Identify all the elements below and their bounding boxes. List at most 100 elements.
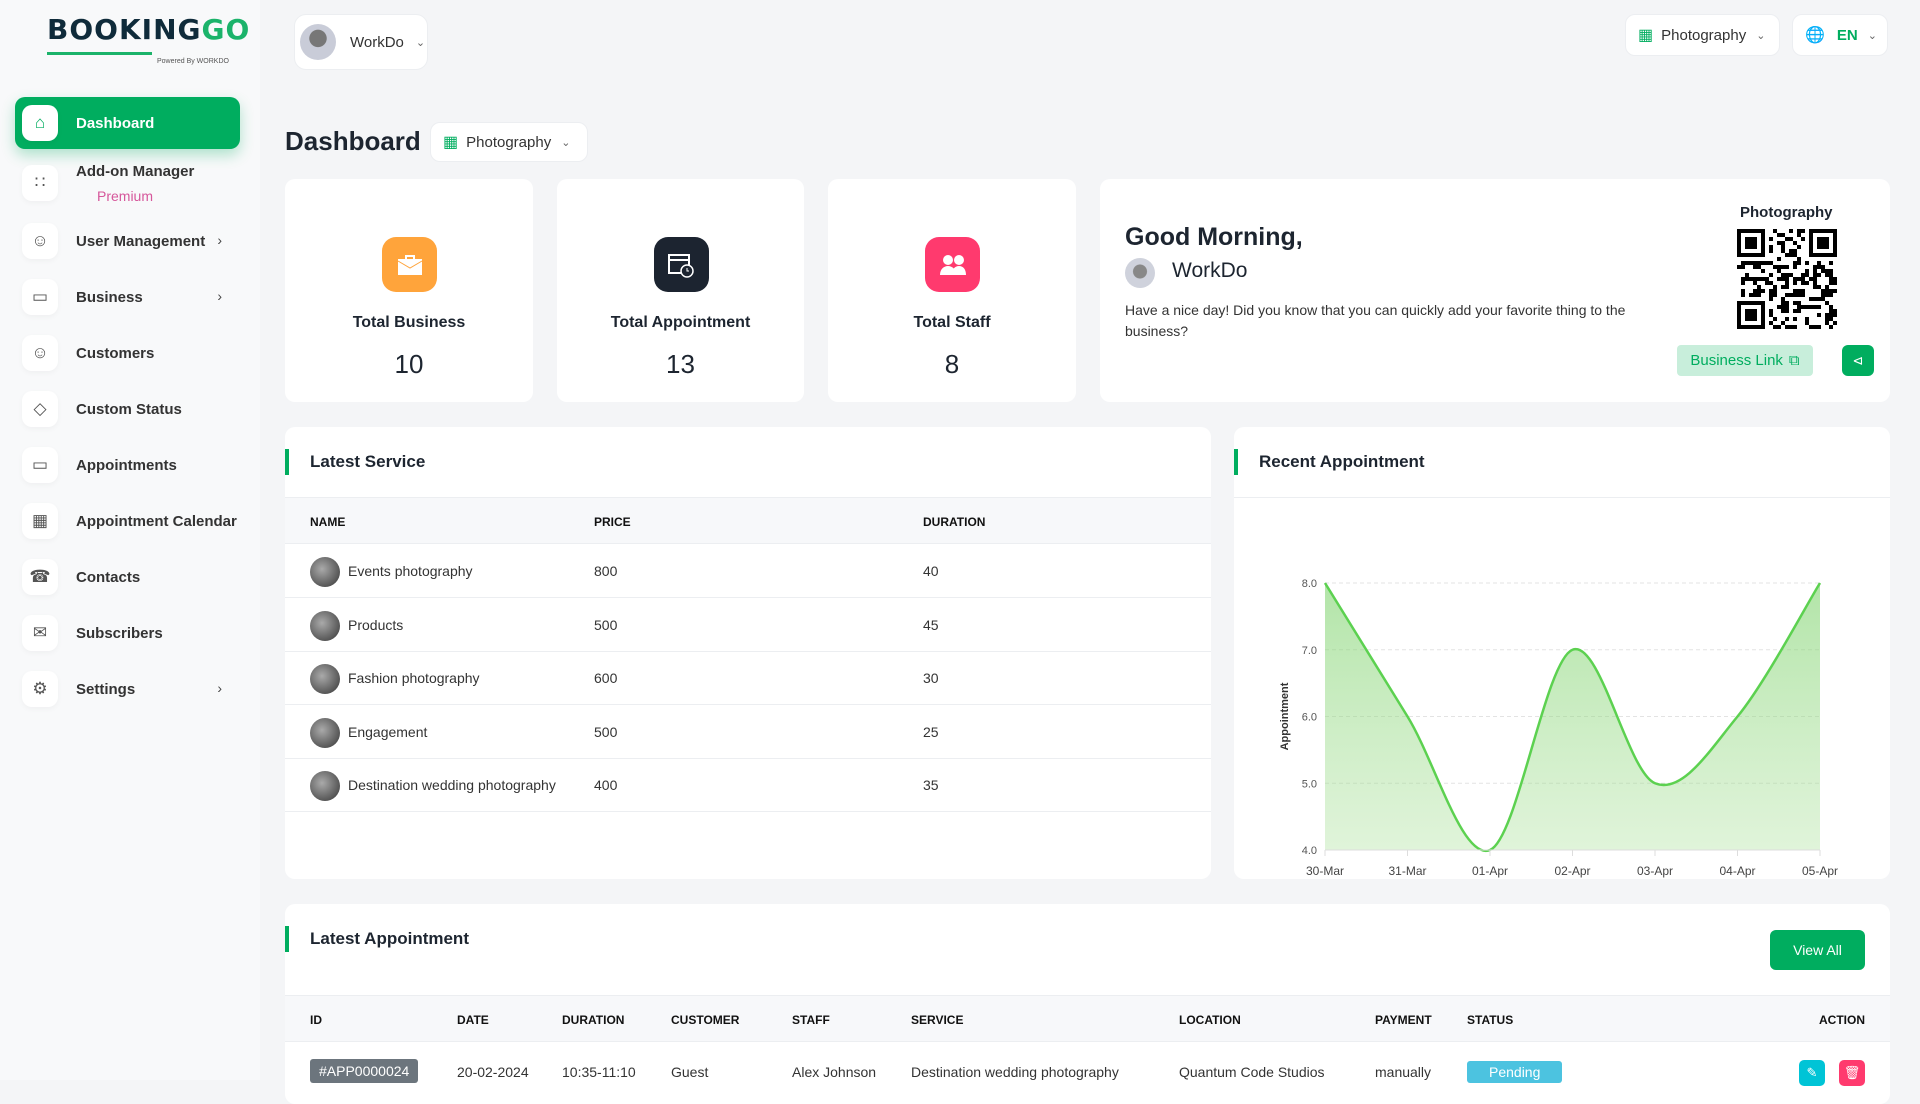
y-tick-label: 6.0 xyxy=(1302,712,1317,724)
column-header: PRICE xyxy=(594,515,631,529)
sidebar-item-settings[interactable]: ⚙ Settings › xyxy=(15,663,240,715)
sidebar-item-subscribers[interactable]: ✉ Subscribers xyxy=(15,607,240,659)
sidebar-item-contacts[interactable]: ☎ Contacts xyxy=(15,551,240,603)
business-dropdown-label: Photography xyxy=(466,134,551,151)
service-price: 500 xyxy=(594,617,617,633)
calendar-clock-icon xyxy=(654,237,709,292)
stat-label: Total Appointment xyxy=(557,314,804,332)
sidebar-item-label: Customers xyxy=(76,345,154,362)
grid-icon: ∷ xyxy=(22,165,58,201)
table-row: Products 500 45 xyxy=(285,599,1211,652)
tag-icon: ◇ xyxy=(22,391,58,427)
y-tick-label: 4.0 xyxy=(1302,845,1317,857)
y-tick-label: 8.0 xyxy=(1302,578,1317,590)
service-image xyxy=(310,611,340,641)
mail-icon: ✉ xyxy=(22,615,58,651)
bookinggo-logo[interactable]: BOOKINGGO Powered By WORKDO xyxy=(47,14,247,70)
language-dropdown[interactable]: 🌐 EN ⌄ xyxy=(1792,14,1888,56)
sidebar-item-label: Add-on Manager xyxy=(76,163,194,181)
chevron-down-icon: ⌄ xyxy=(1756,29,1765,42)
service-price: 600 xyxy=(594,670,617,686)
sidebar-item-business[interactable]: ▭ Business › xyxy=(15,271,240,323)
sidebar-item-appointments[interactable]: ▭ Appointments xyxy=(15,439,240,491)
avatar xyxy=(1125,258,1155,288)
logo-underline xyxy=(47,52,152,55)
service-price: 500 xyxy=(594,724,617,740)
premium-badge: Premium xyxy=(97,187,153,205)
column-header: NAME xyxy=(310,515,345,529)
phone-icon: ☎ xyxy=(22,559,58,595)
appointment-id-badge[interactable]: #APP0000024 xyxy=(310,1059,418,1083)
table-header: NAME PRICE DURATION xyxy=(285,497,1211,544)
appointment-location: Quantum Code Studios xyxy=(1179,1064,1325,1080)
column-header: DURATION xyxy=(562,1013,624,1027)
edit-button[interactable]: ✎ xyxy=(1799,1060,1825,1086)
user-name: WorkDo xyxy=(1172,259,1247,283)
business-link-button[interactable]: Business Link ⧉ xyxy=(1677,345,1813,376)
apps-add-icon: ▦ xyxy=(1638,25,1653,45)
share-button[interactable]: ⊲ xyxy=(1842,345,1874,376)
table-row: Fashion photography 600 30 xyxy=(285,652,1211,705)
service-name: Products xyxy=(348,617,403,633)
chevron-right-icon: › xyxy=(217,232,222,248)
table-row: Events photography 800 40 xyxy=(285,545,1211,598)
stat-label: Total Staff xyxy=(828,314,1076,332)
appointment-payment: manually xyxy=(1375,1064,1431,1080)
qr-code xyxy=(1737,229,1837,329)
service-name: Fashion photography xyxy=(348,670,480,686)
business-link-label: Business Link xyxy=(1690,352,1783,369)
sidebar-item-label: Settings xyxy=(76,681,135,698)
view-all-button[interactable]: View All xyxy=(1770,930,1865,970)
sidebar-item-user-management[interactable]: ☺ User Management › xyxy=(15,215,240,267)
x-tick-label: 02-Apr xyxy=(1554,864,1590,878)
appointment-customer: Guest xyxy=(671,1064,708,1080)
service-name: Events photography xyxy=(348,563,473,579)
service-image xyxy=(310,718,340,748)
sidebar-item-dashboard[interactable]: ⌂ Dashboard xyxy=(15,97,240,149)
column-header: STATUS xyxy=(1467,1013,1513,1027)
appointment-staff: Alex Johnson xyxy=(792,1064,876,1080)
header-business-dropdown[interactable]: ▦ Photography ⌄ xyxy=(1625,14,1780,56)
chevron-down-icon: ⌄ xyxy=(1868,29,1877,42)
x-tick-label: 01-Apr xyxy=(1472,864,1508,878)
sidebar-item-label: Business xyxy=(76,289,143,306)
qr-title: Photography xyxy=(1740,204,1830,221)
delete-button[interactable]: 🗑 xyxy=(1839,1060,1865,1086)
y-tick-label: 7.0 xyxy=(1302,645,1317,657)
staff-icon xyxy=(925,237,980,292)
table-row: Engagement 500 25 xyxy=(285,706,1211,759)
sidebar-item-customers[interactable]: ☺ Customers xyxy=(15,327,240,379)
sidebar-item-custom-status[interactable]: ◇ Custom Status xyxy=(15,383,240,435)
sidebar-item-label: User Management xyxy=(76,233,205,250)
stat-value: 8 xyxy=(828,349,1076,380)
x-tick-label: 04-Apr xyxy=(1719,864,1755,878)
chevron-right-icon: › xyxy=(217,288,222,304)
greeting: Good Morning, xyxy=(1125,223,1303,252)
chevron-down-icon: ⌄ xyxy=(416,36,425,49)
apps-add-icon: ▦ xyxy=(443,132,458,152)
stat-card-total-business: Total Business 10 xyxy=(285,179,533,402)
sidebar-item-label: Appointment Calendar xyxy=(76,513,237,530)
sidebar-item-add-on-manager[interactable]: ∷ Add-on Manager Premium xyxy=(15,157,240,209)
appointment-duration: 10:35-11:10 xyxy=(562,1064,636,1080)
workspace-dropdown[interactable]: WorkDo ⌄ xyxy=(294,14,428,70)
appointment-date: 20-02-2024 xyxy=(457,1064,529,1080)
sidebar-item-label: Appointments xyxy=(76,457,177,474)
column-header: CUSTOMER xyxy=(671,1013,739,1027)
card-title: Latest Service xyxy=(285,449,425,475)
service-image xyxy=(310,557,340,587)
welcome-card: Good Morning, WorkDo Have a nice day! Di… xyxy=(1100,179,1890,402)
card-icon: ▭ xyxy=(22,447,58,483)
copy-icon: ⧉ xyxy=(1789,352,1800,369)
sidebar: BOOKINGGO Powered By WORKDO ⌂ Dashboard … xyxy=(0,0,260,1080)
column-header: DATE xyxy=(457,1013,489,1027)
welcome-message: Have a nice day! Did you know that you c… xyxy=(1125,300,1685,342)
sidebar-item-appointment-calendar[interactable]: ▦ Appointment Calendar xyxy=(15,495,240,547)
business-dropdown[interactable]: ▦ Photography ⌄ xyxy=(430,122,588,162)
sidebar-item-label: Subscribers xyxy=(76,625,163,642)
table-row: #APP0000024 20-02-2024 10:35-11:10 Guest Ale… xyxy=(285,1043,1890,1103)
briefcase-icon xyxy=(382,237,437,292)
y-axis-label: Appointment xyxy=(1279,682,1291,750)
